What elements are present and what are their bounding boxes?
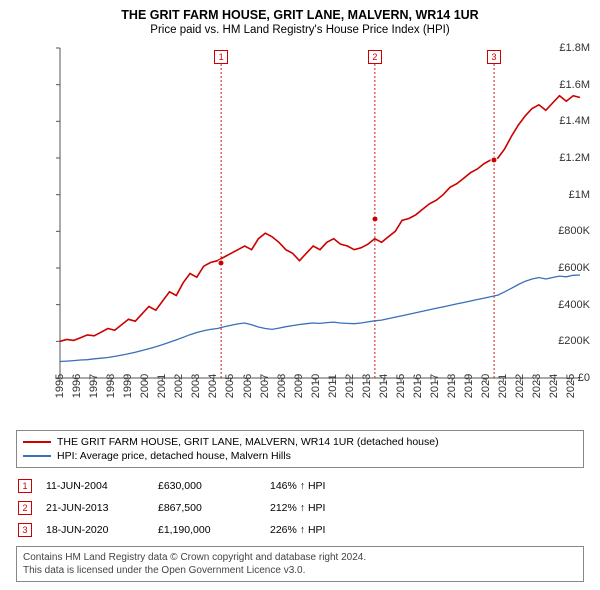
chart-svg <box>10 42 590 422</box>
footer-line: This data is licensed under the Open Gov… <box>23 564 577 577</box>
sale-price: £630,000 <box>158 476 268 496</box>
sale-index-box: 2 <box>18 501 32 515</box>
sale-price: £1,190,000 <box>158 520 268 540</box>
page-subtitle: Price paid vs. HM Land Registry's House … <box>10 24 590 36</box>
price-chart: £0£200K£400K£600K£800K£1M£1.2M£1.4M£1.6M… <box>10 42 590 422</box>
footer-line: Contains HM Land Registry data © Crown c… <box>23 551 577 564</box>
sale-vs-hpi: 212% ↑ HPI <box>270 498 337 518</box>
sale-point <box>371 215 378 222</box>
sales-table: 1 11-JUN-2004£630,000146% ↑ HPI 2 21-JUN-20… <box>16 474 339 542</box>
legend-item: HPI: Average price, detached house, Malv… <box>23 449 577 463</box>
series-property <box>60 96 580 342</box>
legend-item: THE GRIT FARM HOUSE, GRIT LANE, MALVERN,… <box>23 435 577 449</box>
sale-point <box>218 259 225 266</box>
legend-label: HPI: Average price, detached house, Malv… <box>57 450 291 462</box>
legend-swatch <box>23 441 51 443</box>
sale-price: £867,500 <box>158 498 268 518</box>
table-row: 2 21-JUN-2013£867,500212% ↑ HPI <box>18 498 337 518</box>
sale-date: 11-JUN-2004 <box>46 476 156 496</box>
sale-vs-hpi: 226% ↑ HPI <box>270 520 337 540</box>
table-row: 1 11-JUN-2004£630,000146% ↑ HPI <box>18 476 337 496</box>
sale-marker: 1 <box>214 50 228 64</box>
sale-date: 21-JUN-2013 <box>46 498 156 518</box>
chart-legend: THE GRIT FARM HOUSE, GRIT LANE, MALVERN,… <box>16 430 584 468</box>
attribution-footer: Contains HM Land Registry data © Crown c… <box>16 546 584 582</box>
sale-marker: 2 <box>368 50 382 64</box>
sale-index-box: 3 <box>18 523 32 537</box>
sale-point <box>491 156 498 163</box>
page-title: THE GRIT FARM HOUSE, GRIT LANE, MALVERN,… <box>10 8 590 22</box>
legend-swatch <box>23 455 51 457</box>
sale-marker: 3 <box>487 50 501 64</box>
legend-label: THE GRIT FARM HOUSE, GRIT LANE, MALVERN,… <box>57 436 439 448</box>
sale-date: 18-JUN-2020 <box>46 520 156 540</box>
table-row: 3 18-JUN-2020£1,190,000226% ↑ HPI <box>18 520 337 540</box>
sale-index-box: 1 <box>18 479 32 493</box>
sale-vs-hpi: 146% ↑ HPI <box>270 476 337 496</box>
